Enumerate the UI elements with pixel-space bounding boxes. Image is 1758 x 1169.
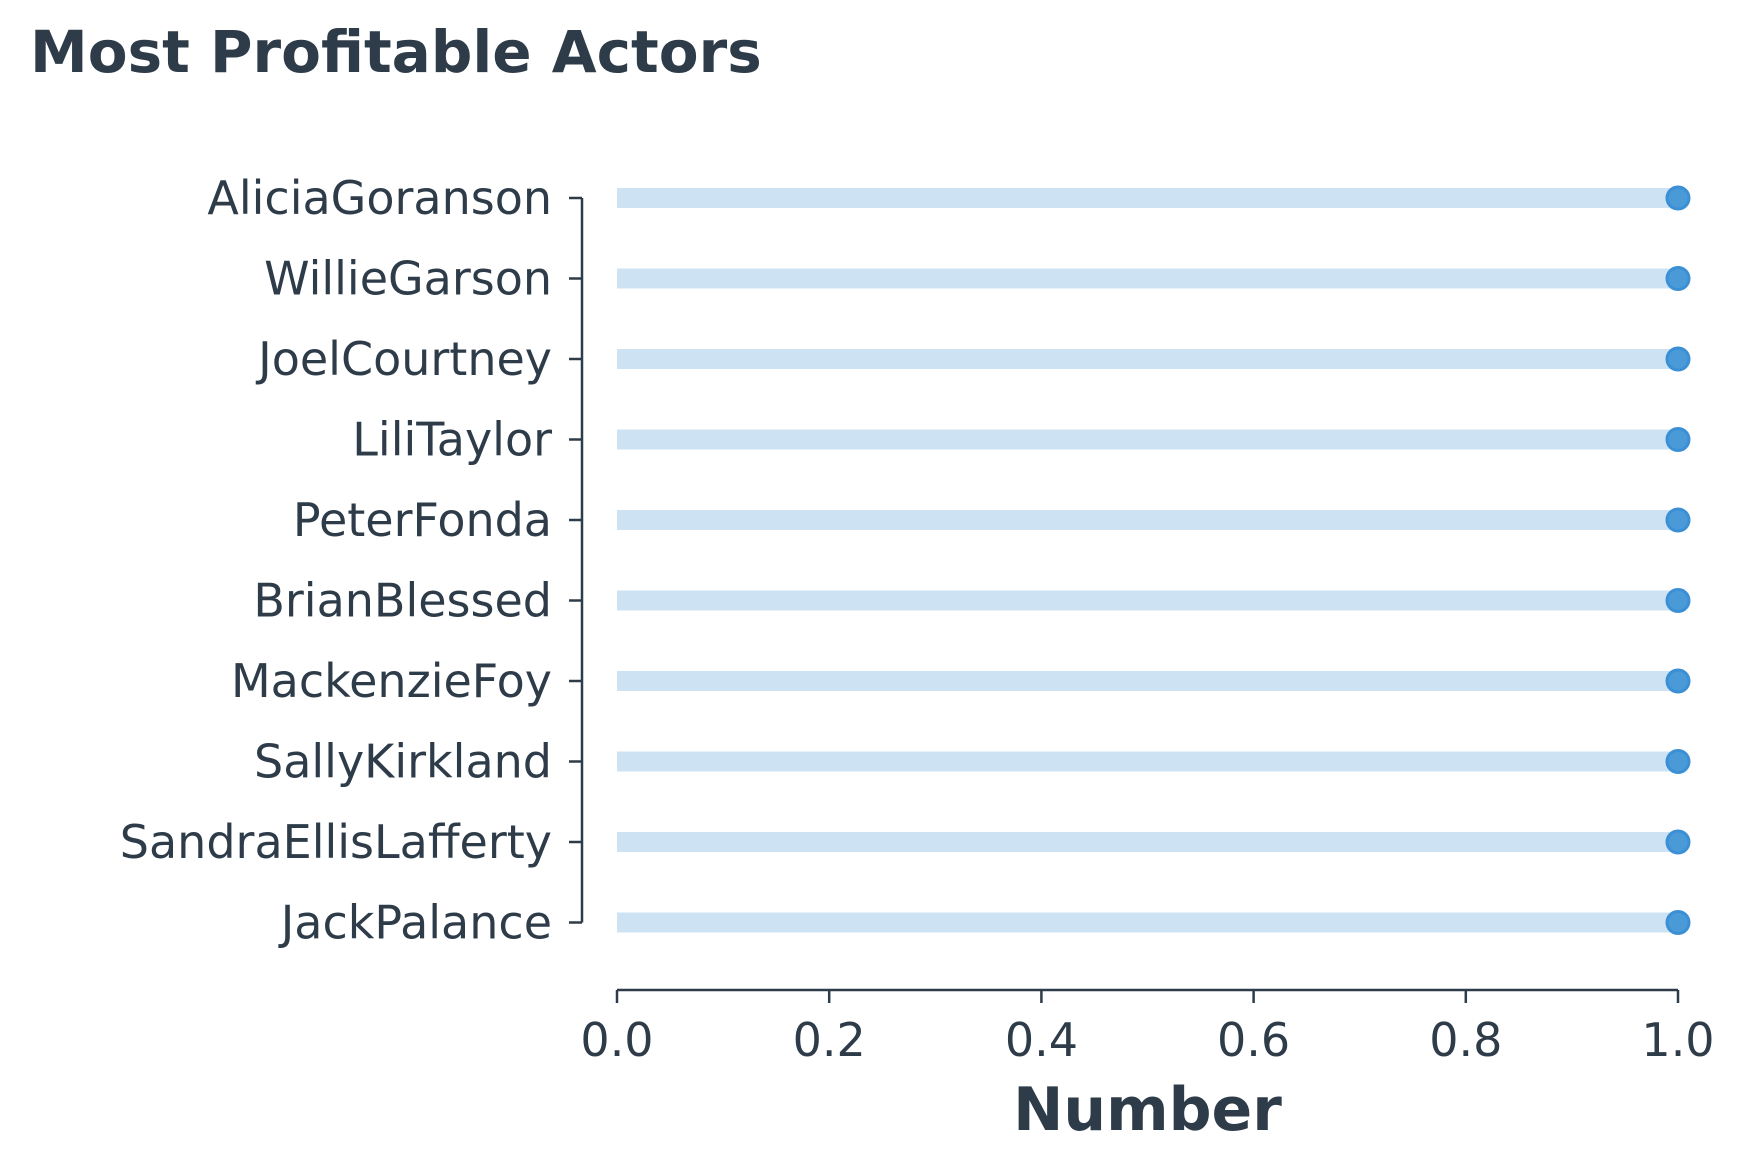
x-tick-label: 0.2 — [793, 1013, 866, 1067]
x-tick-label: 0.4 — [1005, 1013, 1078, 1067]
markers — [1665, 185, 1691, 935]
y-tick-label: SallyKirkland — [254, 735, 552, 789]
x-axis-title: Number — [1013, 1075, 1282, 1145]
x-tick-label: 0.8 — [1429, 1013, 1502, 1067]
chart-title: Most Profitable Actors — [30, 18, 762, 86]
y-tick-label: MackenzieFoy — [231, 654, 552, 708]
x-tick-label: 0.0 — [580, 1013, 653, 1067]
data-point — [1665, 507, 1691, 533]
y-tick-label: JoelCourtney — [255, 332, 552, 386]
y-tick-label: JackPalance — [278, 896, 552, 950]
x-tick-label: 1.0 — [1641, 1013, 1714, 1067]
data-point — [1665, 427, 1691, 452]
stems — [617, 188, 1678, 933]
y-tick-label: SandraEllisLafferty — [120, 815, 552, 869]
data-point — [1665, 266, 1691, 291]
data-point — [1665, 668, 1691, 694]
data-point — [1665, 346, 1691, 372]
y-axis: AliciaGoranson WillieGarson JoelCourtney Li… — [120, 171, 584, 950]
x-tick-label: 0.6 — [1217, 1013, 1290, 1067]
x-axis: 0.0 0.2 0.4 0.6 0.8 1.0 — [580, 988, 1715, 1067]
data-point — [1665, 588, 1691, 613]
data-point — [1665, 185, 1691, 211]
y-tick-label: LiliTaylor — [352, 413, 552, 467]
data-point — [1665, 749, 1691, 774]
data-point — [1665, 829, 1691, 855]
data-point — [1665, 910, 1691, 935]
y-tick-label: AliciaGoranson — [207, 171, 552, 225]
y-tick-label: WillieGarson — [264, 252, 552, 306]
y-tick-label: BrianBlessed — [253, 574, 552, 628]
y-tick-label: PeterFonda — [293, 493, 552, 547]
